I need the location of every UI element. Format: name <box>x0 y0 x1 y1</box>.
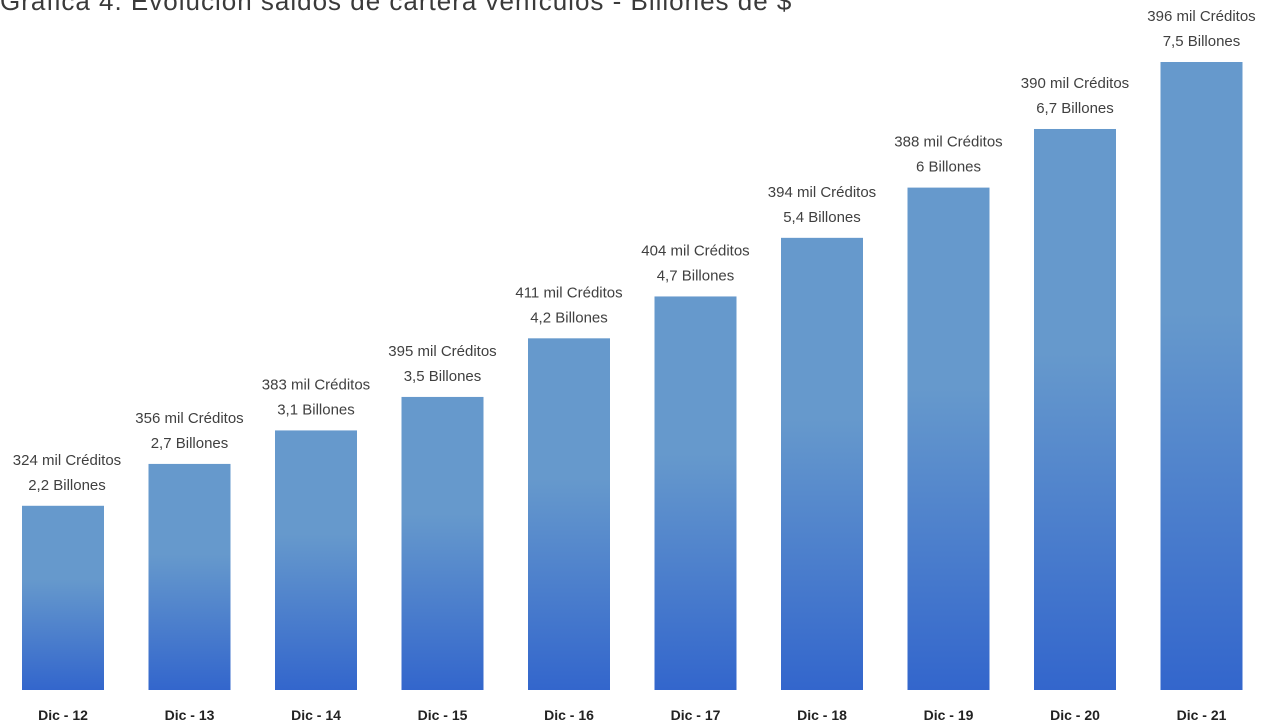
bars-layer <box>22 62 1243 690</box>
credits-label: 383 mil Créditos <box>262 376 370 393</box>
bar <box>528 338 610 690</box>
value-label: 6,7 Billones <box>1036 100 1114 117</box>
credits-label: 404 mil Créditos <box>641 242 749 259</box>
credits-label: 395 mil Créditos <box>388 343 496 360</box>
data-labels-layer: 324 mil Créditos 2,2 Billones 356 mil Créd… <box>13 8 1256 494</box>
x-tick-label: Dic - 18 <box>797 707 847 723</box>
value-label: 6 Billones <box>916 159 981 176</box>
bar <box>275 430 357 690</box>
x-tick-label: Dic - 12 <box>38 707 88 723</box>
x-axis-ticks: Dic - 12 Dic - 13 Dic - 14 Dic - 15 Dic - 16… <box>38 707 1227 723</box>
credits-label: 324 mil Créditos <box>13 452 121 469</box>
x-tick-label: Dic - 15 <box>418 707 468 723</box>
value-label: 2,2 Billones <box>28 477 106 494</box>
x-tick-label: Dic - 20 <box>1050 707 1100 723</box>
bar <box>781 237 863 690</box>
credits-label: 356 mil Créditos <box>135 410 243 427</box>
credits-label: 411 mil Créditos <box>515 284 622 301</box>
credits-label: 388 mil Créditos <box>894 134 1002 151</box>
bar <box>1160 62 1243 690</box>
x-tick-label: Dic - 13 <box>165 707 215 723</box>
bar <box>401 396 484 690</box>
x-tick-label: Dic - 16 <box>544 707 594 723</box>
x-tick-label: Dic - 19 <box>924 707 974 723</box>
bar <box>1034 128 1116 690</box>
value-label: 2,7 Billones <box>151 435 229 452</box>
credits-label: 390 mil Créditos <box>1021 75 1129 92</box>
credits-label: 394 mil Créditos <box>768 184 876 201</box>
bar <box>22 505 104 690</box>
value-label: 4,7 Billones <box>657 267 735 284</box>
bar <box>148 463 231 690</box>
value-label: 4,2 Billones <box>530 309 608 326</box>
value-label: 7,5 Billones <box>1163 33 1241 50</box>
x-tick-label: Dic - 21 <box>1177 707 1227 723</box>
value-label: 3,1 Billones <box>277 401 355 418</box>
x-tick-label: Dic - 14 <box>291 707 341 723</box>
value-label: 3,5 Billones <box>404 368 482 385</box>
bar <box>654 296 737 690</box>
chart-title: Gráfica 4. Evolución saldos de cartera v… <box>0 0 793 16</box>
credits-label: 396 mil Créditos <box>1147 8 1255 25</box>
bar <box>907 187 990 690</box>
x-tick-label: Dic - 17 <box>671 707 721 723</box>
value-label: 5,4 Billones <box>783 209 861 226</box>
